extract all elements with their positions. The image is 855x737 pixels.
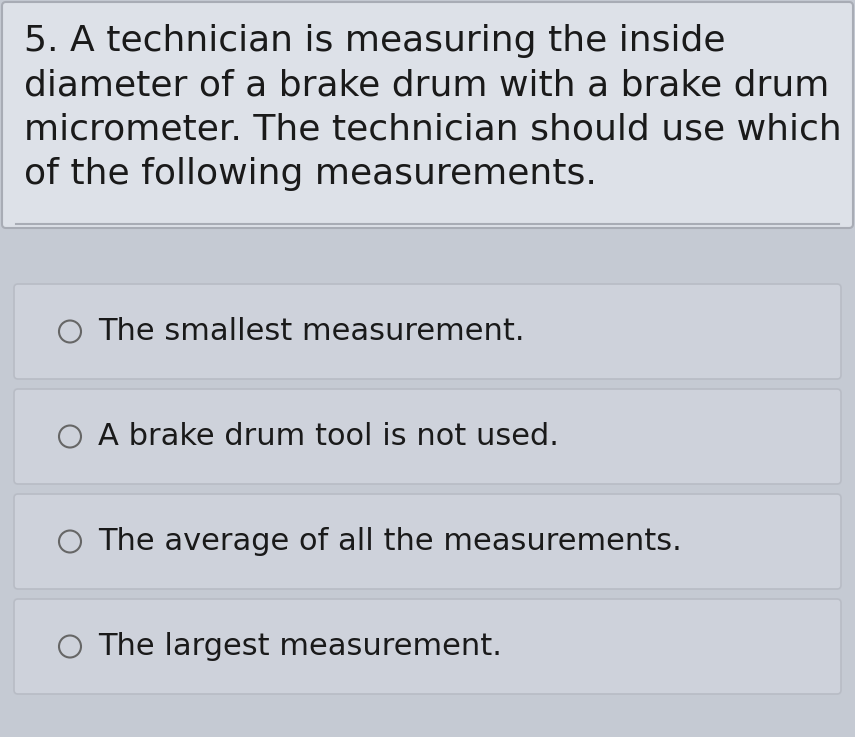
FancyBboxPatch shape xyxy=(14,599,841,694)
FancyBboxPatch shape xyxy=(2,2,853,228)
Text: The average of all the measurements.: The average of all the measurements. xyxy=(98,527,681,556)
FancyBboxPatch shape xyxy=(14,284,841,379)
FancyBboxPatch shape xyxy=(14,389,841,484)
Text: A brake drum tool is not used.: A brake drum tool is not used. xyxy=(98,422,559,451)
Text: The smallest measurement.: The smallest measurement. xyxy=(98,317,524,346)
Text: The largest measurement.: The largest measurement. xyxy=(98,632,502,661)
Text: 5. A technician is measuring the inside
diameter of a brake drum with a brake dr: 5. A technician is measuring the inside … xyxy=(24,24,842,191)
FancyBboxPatch shape xyxy=(14,494,841,589)
